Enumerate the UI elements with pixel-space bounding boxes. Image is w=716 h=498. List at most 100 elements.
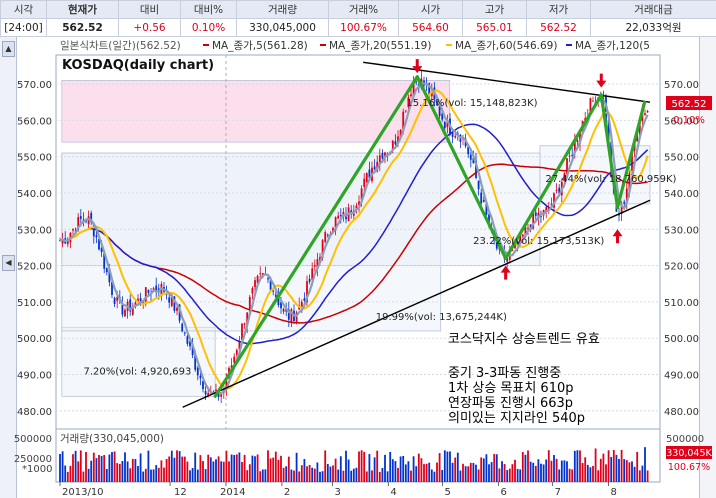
volume-bar-165 (488, 464, 490, 482)
volume-bar-163 (482, 458, 485, 482)
volume-bar-170 (501, 461, 503, 482)
candle-body-71 (243, 323, 246, 325)
arrow-up-2 (500, 265, 511, 280)
candle-body-81 (269, 277, 272, 291)
volume-bar-174 (511, 464, 514, 482)
candle-body-177 (519, 234, 522, 243)
candle-body-176 (516, 241, 519, 246)
candle-body-172 (506, 258, 509, 262)
candle-body-190 (553, 193, 555, 208)
candle-body-62 (220, 392, 223, 397)
volume-bar-64 (225, 450, 228, 482)
volume-bar-38 (157, 467, 160, 482)
candle-body-160 (475, 160, 477, 178)
candle-body-121 (373, 166, 376, 170)
volume-bar-23 (118, 463, 121, 482)
volume-bar-81 (269, 458, 272, 482)
candle-body-14 (95, 235, 98, 238)
volume-bar-159 (472, 462, 475, 482)
candle-body-55 (202, 381, 204, 390)
candle-body-33 (144, 287, 147, 302)
volume-bar-85 (280, 455, 282, 482)
candle-body-12 (90, 212, 93, 223)
legend-ma60: MA_종가,60(546.69) (455, 40, 557, 52)
ytick-left-570: 570.00 (17, 80, 52, 91)
volume-bar-221 (633, 466, 636, 482)
value-price: 562.52 (46, 18, 119, 37)
label-change-pct: 대비% (180, 0, 237, 19)
volume-bar-141 (425, 463, 428, 482)
ytick-left-510: 510.00 (17, 298, 52, 309)
volume-bar-132 (402, 455, 405, 482)
candle-body-98 (313, 264, 316, 267)
candle-body-57 (207, 392, 210, 397)
price-scrollbar[interactable] (699, 37, 716, 498)
candle-body-88 (287, 309, 290, 320)
ytick-right-490: 490.00 (664, 371, 699, 382)
candle-body-158 (469, 154, 472, 160)
volume-bar-190 (553, 455, 555, 482)
volume-bar-12 (90, 460, 93, 482)
candle-body-47 (181, 323, 184, 332)
candle-body-143 (430, 90, 433, 97)
ma20-line (59, 89, 649, 390)
volume-bar-210 (605, 464, 607, 482)
volume-bar-133 (404, 464, 407, 482)
candle-body-194 (563, 173, 566, 182)
candle-body-17 (103, 253, 106, 269)
volume-bar-125 (384, 454, 386, 482)
volume-bar-97 (311, 467, 314, 482)
volume-bar-111 (347, 459, 350, 482)
candle-body-197 (571, 154, 574, 156)
volume-bar-60 (215, 459, 217, 482)
volume-bar-150 (449, 451, 451, 482)
candle-body-132 (402, 111, 405, 133)
candle-body-44 (173, 296, 176, 311)
candle-body-146 (438, 106, 441, 116)
volume-bar-177 (519, 469, 522, 482)
volume-bar-4 (69, 465, 72, 482)
volume-bar-100 (319, 471, 321, 482)
xtick-0: 2013/10 (62, 487, 104, 498)
label-time: 시각 (0, 0, 47, 19)
label-volume-pct: 거래% (328, 0, 399, 19)
collapse-icon[interactable]: ▲ (2, 41, 15, 57)
ytick-right-480: 480.00 (664, 407, 699, 418)
candle-body-0 (59, 240, 61, 242)
candle-body-185 (540, 215, 542, 217)
moving-averages (59, 81, 649, 395)
current-price-label: 562.52 (672, 99, 707, 110)
candle-body-74 (251, 288, 254, 294)
panel-toggle-icon[interactable]: ◀ (2, 255, 15, 271)
candle-body-9 (82, 219, 85, 221)
candle-body-7 (77, 217, 80, 230)
volume-bar-103 (326, 463, 329, 482)
candle-body-89 (290, 309, 293, 322)
volume-bar-74 (251, 455, 254, 482)
candle-body-54 (199, 375, 202, 379)
volume-bar-149 (446, 451, 449, 482)
candle-body-134 (407, 97, 410, 108)
candle-body-130 (397, 136, 399, 145)
value-change-pct: 0.10% (180, 18, 237, 37)
volume-bar-128 (391, 459, 394, 482)
volume-bar-30 (137, 466, 139, 482)
volume-label: 거래량(330,045,000) (60, 433, 164, 445)
volume-bar-20 (111, 452, 113, 482)
volume-bar-211 (607, 450, 610, 482)
candle-body-182 (532, 212, 535, 229)
volume-bar-113 (352, 468, 355, 482)
candle-body-52 (194, 353, 197, 370)
candle-body-136 (412, 83, 415, 97)
ytick-right-540: 540.00 (664, 189, 699, 200)
volume-bar-220 (631, 461, 633, 482)
fib-label-4: 15.16%(vol: 15,148,823K) (406, 98, 537, 109)
volume-bar-65 (228, 461, 230, 482)
volume-bar-180 (527, 450, 529, 482)
candle-body-20 (111, 281, 113, 295)
label-low: 저가 (526, 0, 591, 19)
label-open: 시가 (398, 0, 463, 19)
label-high: 고가 (462, 0, 527, 19)
candle-body-147 (441, 113, 444, 120)
candle-body-192 (558, 187, 561, 194)
